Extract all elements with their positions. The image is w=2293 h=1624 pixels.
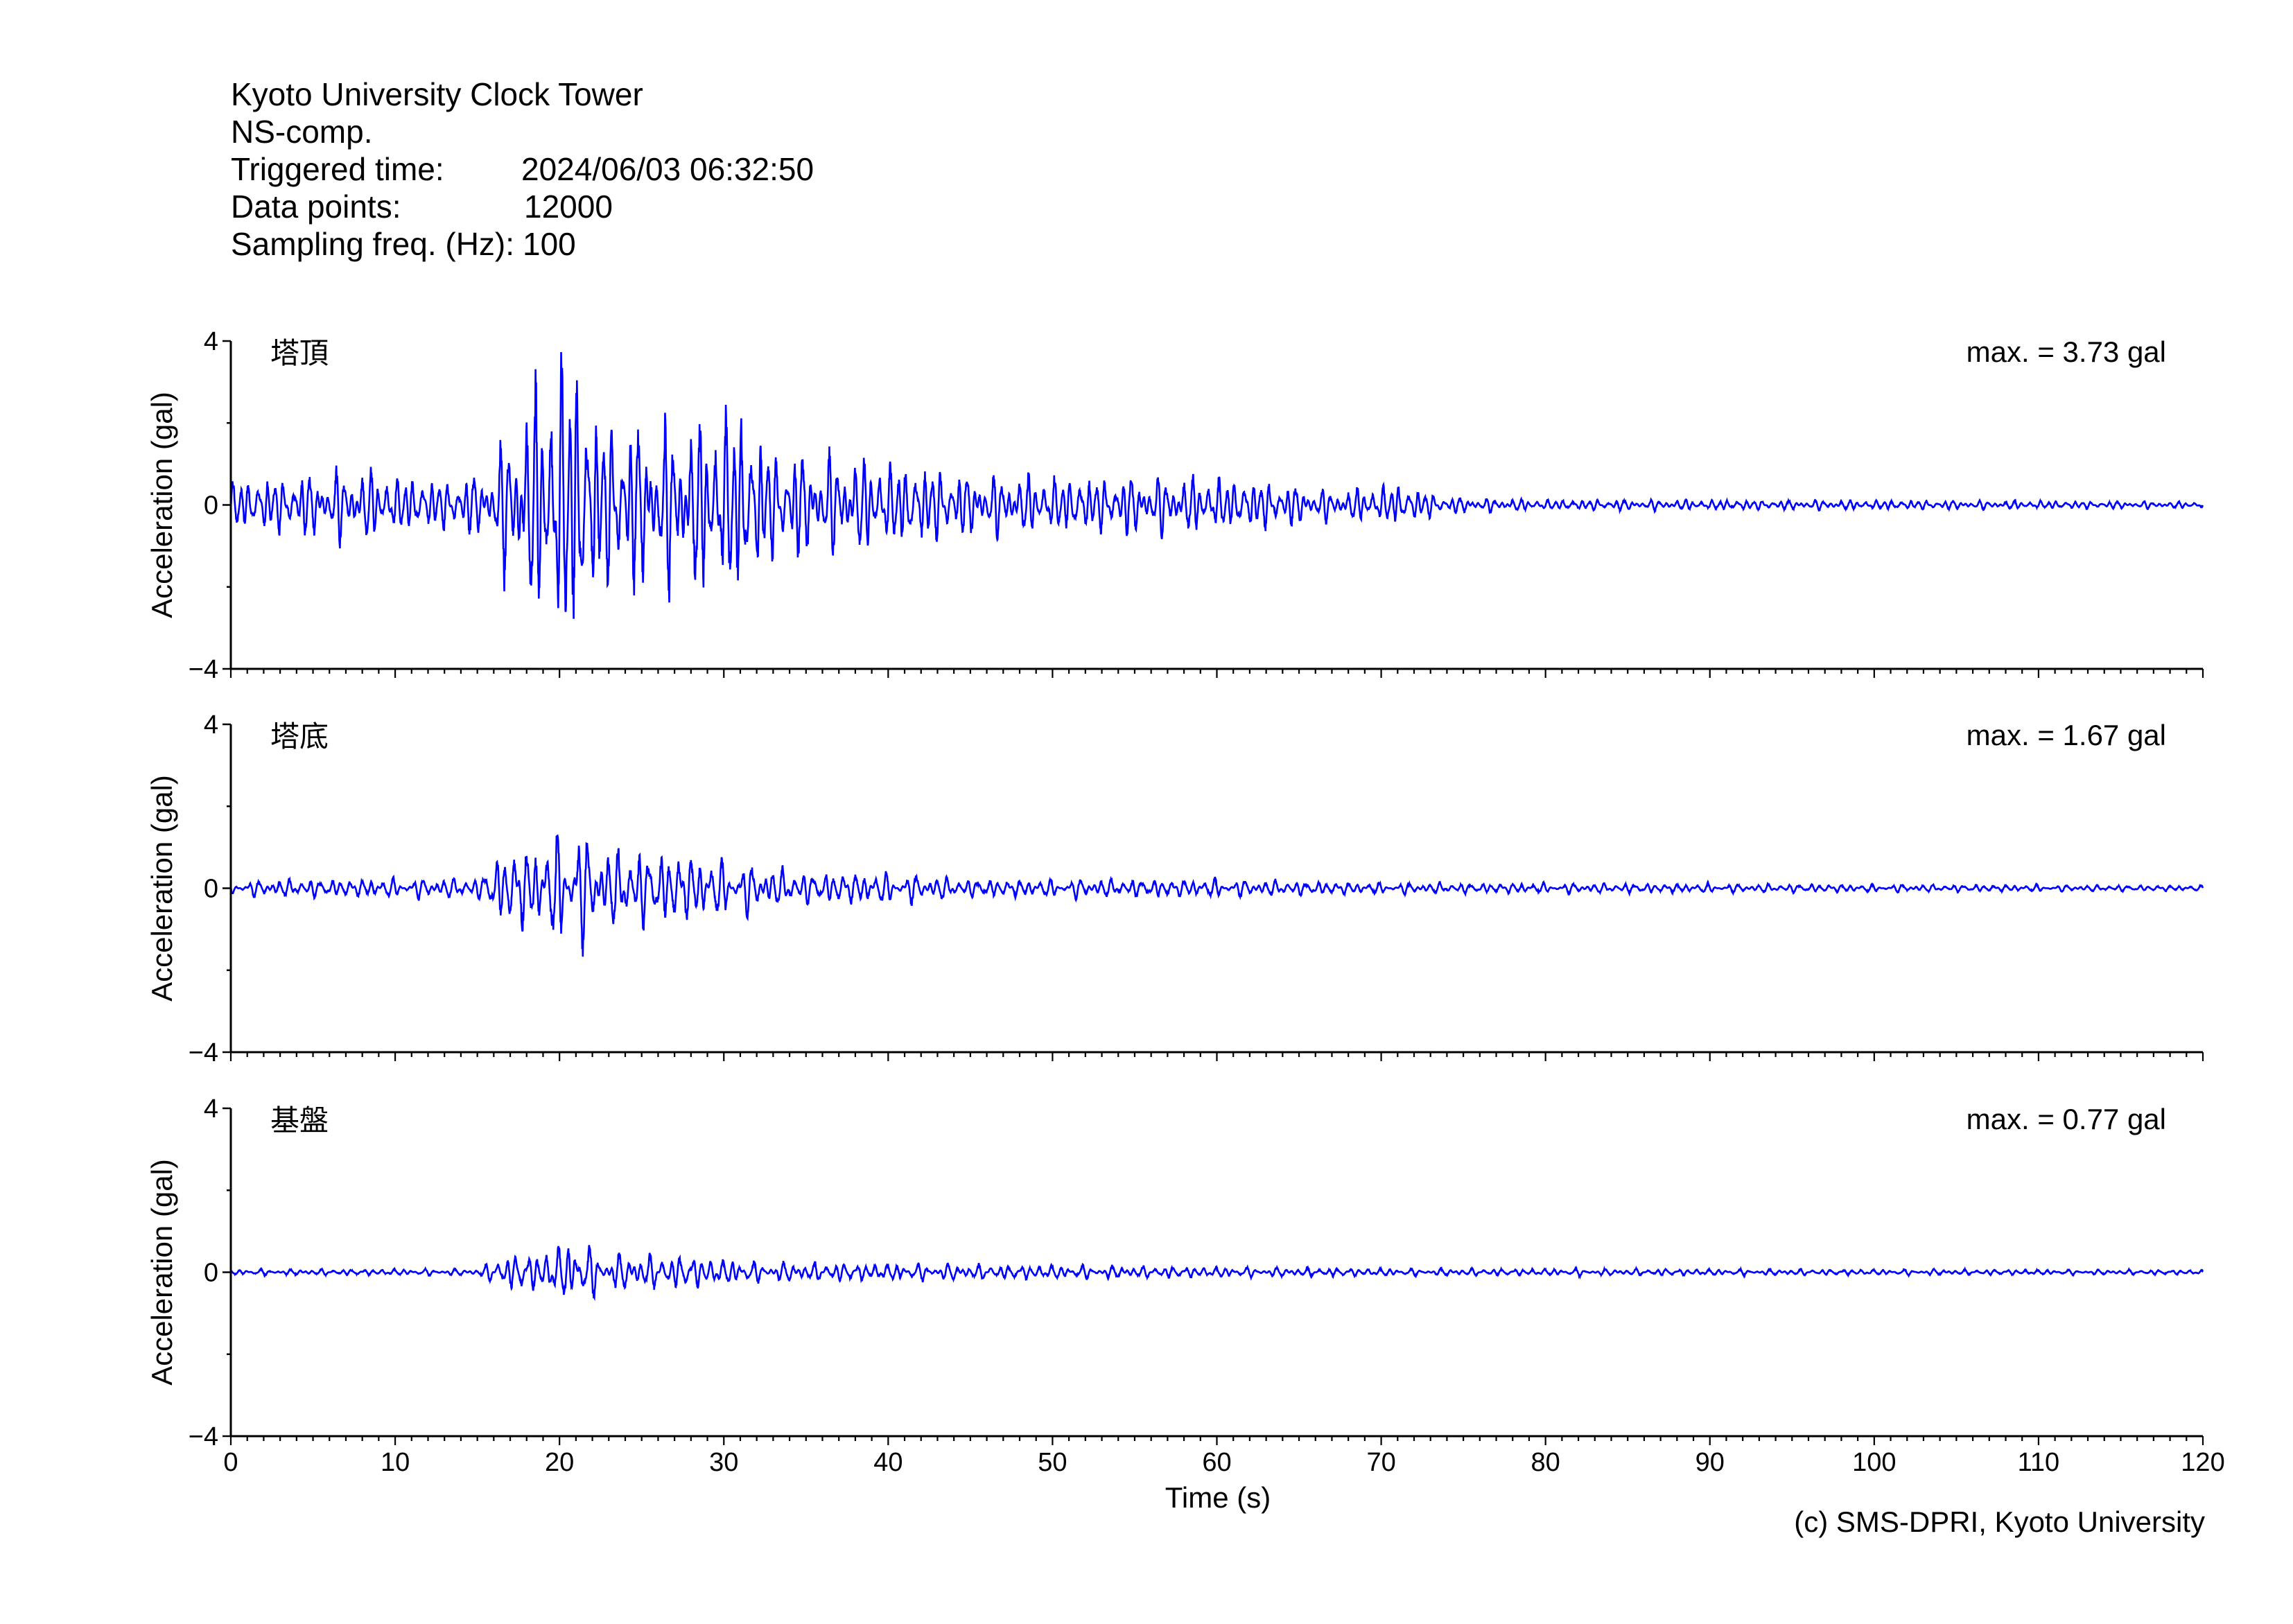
x-tick-label: 110 <box>2018 1448 2060 1477</box>
station-title: Kyoto University Clock Tower <box>231 76 643 112</box>
y-tick-label: −4 <box>189 1422 218 1451</box>
y-tick-label: 0 <box>204 875 218 904</box>
y-tick-label: 4 <box>204 327 218 356</box>
panel-location-label: 基盤 <box>270 1104 329 1137</box>
panel-1: 4 0 −4 塔頂 max. = 3.73 gal Acceleration (gal) <box>146 327 2204 684</box>
x-tick-label: 60 <box>1202 1448 1231 1477</box>
panel-3: 4 0 −4 基盤 max. = 0.77 gal Acceleration (gal) <box>146 1094 2204 1451</box>
panel-location-label: 塔底 <box>270 720 329 753</box>
triggered-time-label: Triggered time: <box>231 151 444 187</box>
data-points-value: 12000 <box>524 189 613 225</box>
sampling-freq-label: Sampling freq. (Hz): <box>231 226 514 262</box>
y-tick-label: −4 <box>189 1038 218 1067</box>
max-value-label: max. = 1.67 gal <box>1967 719 2166 751</box>
y-tick-label: −4 <box>189 655 218 684</box>
x-tick-label: 0 <box>223 1448 238 1477</box>
header-info: Kyoto University Clock Tower NS-comp. Tr… <box>231 76 814 262</box>
component-label: NS-comp. <box>231 114 372 150</box>
max-value-label: max. = 0.77 gal <box>1967 1103 2166 1135</box>
max-value-label: max. = 3.73 gal <box>1967 335 2166 368</box>
x-tick-label: 90 <box>1695 1448 1725 1477</box>
x-tick-label: 10 <box>381 1448 410 1477</box>
waveform-trace <box>229 834 2204 957</box>
x-tick-label: 30 <box>709 1448 738 1477</box>
x-axis-labels: 0 10 20 30 40 50 60 70 80 90 100 110 120 <box>223 1448 2224 1477</box>
y-axis-title: Acceleration (gal) <box>146 1159 178 1386</box>
y-tick-label: 4 <box>204 1094 218 1124</box>
x-axis-title: Time (s) <box>1165 1481 1271 1514</box>
y-axis-title: Acceleration (gal) <box>146 392 178 618</box>
x-tick-label: 120 <box>2181 1448 2224 1477</box>
x-tick-label: 50 <box>1038 1448 1067 1477</box>
x-tick-label: 70 <box>1366 1448 1395 1477</box>
waveform-trace <box>230 1245 2204 1302</box>
x-tick-label: 100 <box>1852 1448 1896 1477</box>
copyright: (c) SMS-DPRI, Kyoto University <box>1794 1505 2205 1538</box>
sampling-freq-value: 100 <box>523 226 576 262</box>
y-tick-label: 4 <box>204 710 218 740</box>
x-tick-label: 80 <box>1531 1448 1560 1477</box>
y-tick-label: 0 <box>204 491 218 521</box>
triggered-time-value: 2024/06/03 06:32:50 <box>521 151 814 187</box>
waveform-trace <box>229 351 2204 619</box>
panel-location-label: 塔頂 <box>270 337 329 369</box>
x-tick-label: 20 <box>545 1448 574 1477</box>
data-points-label: Data points: <box>231 189 401 225</box>
y-axis-title: Acceleration (gal) <box>146 775 178 1002</box>
panel-2: 4 0 −4 塔底 max. = 1.67 gal Acceleration (gal) <box>146 710 2204 1067</box>
y-tick-label: 0 <box>204 1259 218 1288</box>
x-tick-label: 40 <box>873 1448 903 1477</box>
